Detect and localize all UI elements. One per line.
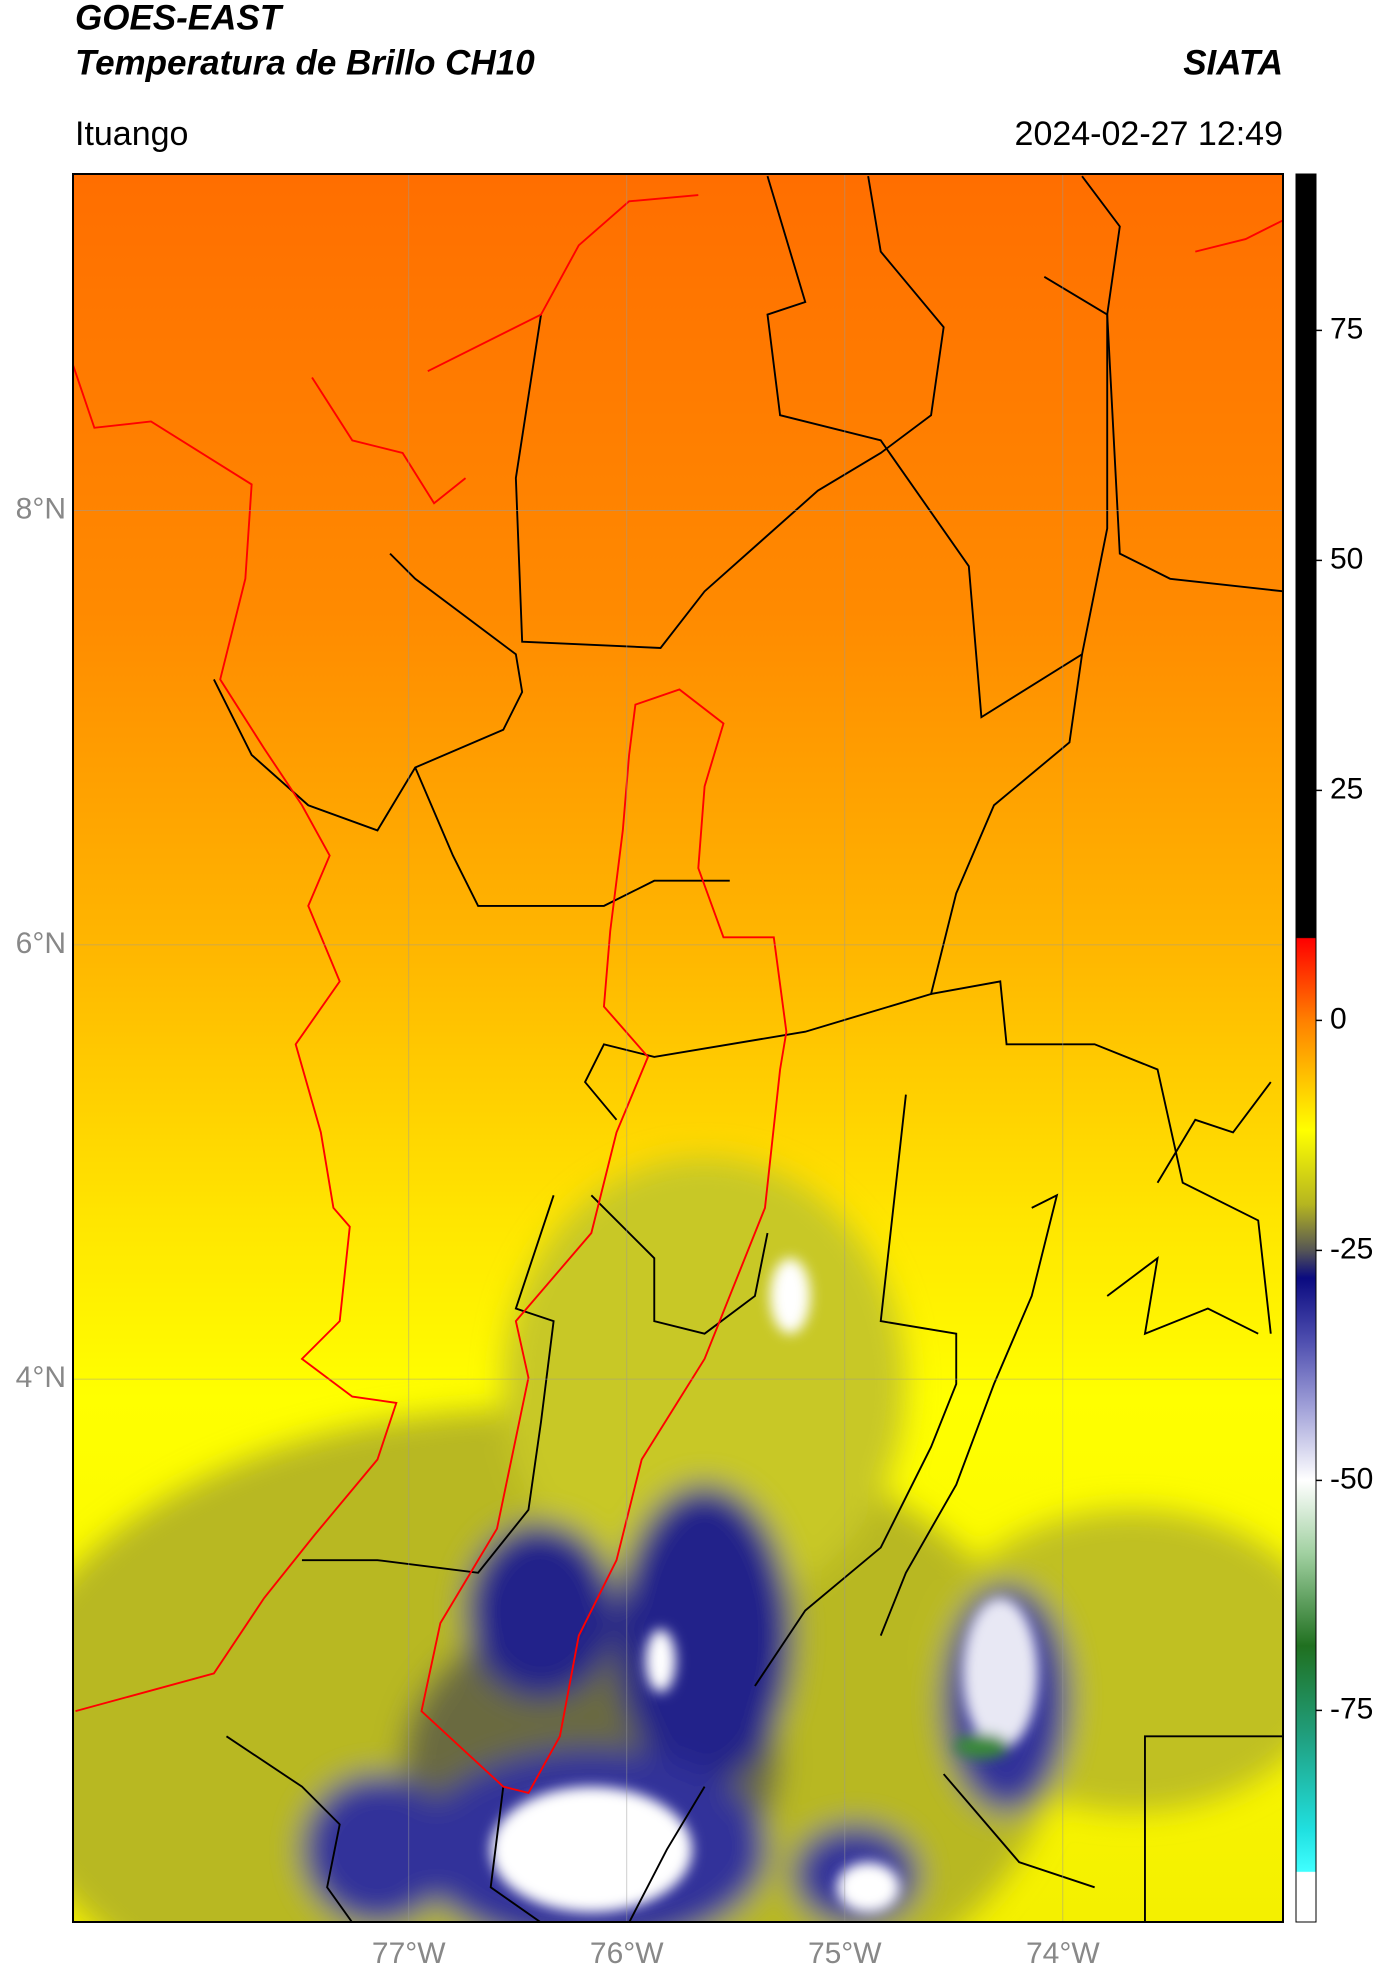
colorbar-tick-label: 25: [1330, 772, 1363, 805]
colorbar-tick-label: -75: [1330, 1692, 1373, 1725]
x-tick-label: 76°W: [590, 1937, 664, 1970]
colorbar-tick-label: -50: [1330, 1462, 1373, 1495]
map-frame: [72, 173, 1284, 1923]
title: GOES-EAST: [75, 0, 284, 37]
x-tick-label: 77°W: [372, 1937, 446, 1970]
grid: [73, 174, 1283, 1922]
y-tick-label: 6°N: [16, 927, 66, 960]
datetime: 2024-02-27 12:49: [1015, 115, 1283, 153]
colorbar-tick-label: -25: [1330, 1232, 1373, 1265]
source: SIATA: [1183, 43, 1283, 82]
map-image: [72, 173, 1284, 1923]
colorbar-tick-label: 0: [1330, 1002, 1347, 1035]
x-tick-label: 75°W: [808, 1937, 882, 1970]
y-tick-label: 8°N: [16, 492, 66, 525]
colorbar: [1295, 173, 1317, 1923]
x-tick-label: 74°W: [1026, 1937, 1100, 1970]
colorbar-tick-label: 75: [1330, 312, 1363, 345]
subtitle: Temperatura de Brillo CH10: [75, 43, 535, 82]
y-tick-label: 4°N: [16, 1361, 66, 1394]
place: Ituango: [75, 115, 188, 153]
colorbar-tick-label: 50: [1330, 542, 1363, 575]
